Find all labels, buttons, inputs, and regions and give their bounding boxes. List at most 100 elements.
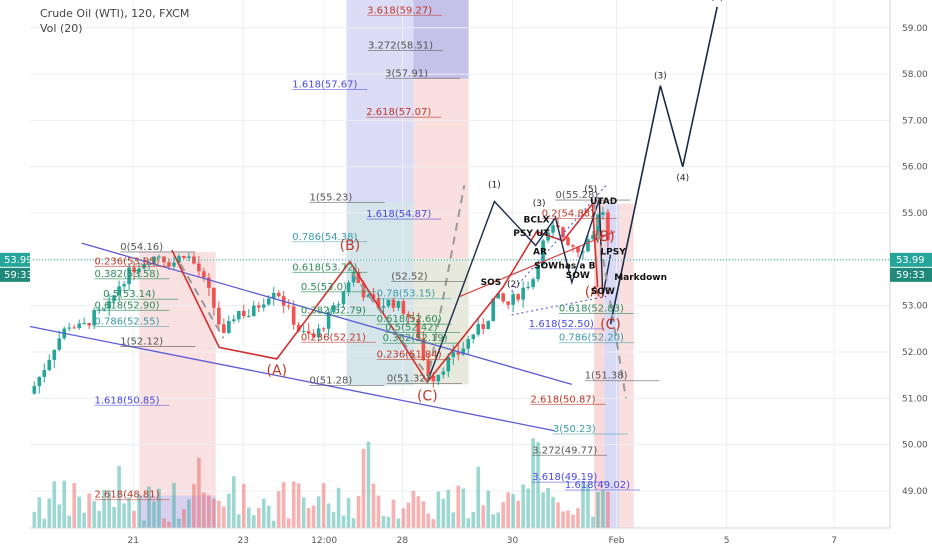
volume-bar: [566, 510, 570, 528]
symbol-title[interactable]: Crude Oil (WTI), 120, FXCM: [40, 7, 190, 20]
x-tick-label: 7: [831, 536, 837, 546]
volume-bar: [456, 485, 461, 528]
candle-body: [606, 212, 610, 241]
candle-body: [541, 240, 545, 265]
candle-body: [526, 287, 530, 289]
volume-bar: [491, 514, 495, 528]
dashed-swing-4: [593, 203, 627, 399]
fib-level-label: 0.618(52.83): [559, 304, 624, 315]
candle-body: [536, 264, 540, 280]
fib-level-label: 0.618(53.72): [292, 262, 357, 273]
volume-bar: [147, 486, 151, 528]
candle-body: [341, 291, 346, 305]
candle-body: [466, 339, 471, 349]
volume-bar: [167, 521, 171, 528]
volume-bar: [526, 488, 530, 528]
volume-bar: [496, 512, 500, 528]
candle-body: [266, 298, 271, 305]
volume-bar: [571, 514, 575, 528]
volume-bar: [232, 476, 236, 528]
volume-bar: [107, 490, 111, 528]
x-tick-label: Feb: [609, 536, 625, 546]
volume-bar: [606, 491, 610, 528]
fib-level-label: 0.236(51.84): [377, 349, 442, 360]
volume-bar: [546, 487, 550, 528]
volume-bars: [32, 438, 610, 528]
countdown-badge: [890, 267, 932, 282]
candle-body: [571, 245, 575, 247]
volume-bar: [336, 487, 341, 528]
volume-bar: [326, 503, 331, 528]
y-tick-label: 53.00: [902, 302, 928, 312]
volume-bar: [411, 490, 416, 528]
candle-body: [381, 306, 386, 308]
candle-body: [227, 320, 231, 333]
fib-zone: [139, 495, 216, 528]
dashed-swing-1: [179, 263, 225, 339]
left-price-badge: [0, 252, 30, 267]
volume-bar: [476, 466, 481, 528]
volume-bar: [536, 442, 540, 528]
volume-bar: [192, 484, 196, 528]
candle-body: [37, 376, 42, 387]
volume-bar: [521, 484, 525, 528]
fib-level-label: 3.272(49.77): [532, 445, 597, 456]
candle-body: [451, 351, 456, 358]
drawings: [29, 6, 890, 501]
volume-bar: [581, 481, 585, 528]
candle-body: [212, 287, 216, 308]
candle-body: [172, 262, 176, 267]
candle-body: [296, 324, 301, 332]
fib-level-label: 1.618(49.02): [565, 480, 630, 491]
volume-bar: [62, 480, 67, 528]
volume-bar: [222, 506, 226, 528]
volume-bar: [576, 508, 580, 528]
candle-body: [486, 321, 491, 330]
volume-indicator-label[interactable]: Vol (20): [40, 22, 83, 35]
abc-wave-label: (A): [267, 363, 288, 379]
volume-bar: [296, 483, 301, 528]
volume-bar: [556, 502, 560, 528]
fib-level-label: 0.786(52.55): [95, 317, 160, 328]
impulse-wave-label: (1): [488, 181, 501, 191]
volume-bar: [381, 515, 386, 528]
candle-body: [471, 334, 476, 340]
fib-level-label: 1.618(50.85): [95, 395, 160, 406]
dotted-channel-upper: [511, 184, 607, 293]
candle-body: [321, 328, 326, 330]
candle-body: [32, 386, 37, 394]
candle-body: [441, 371, 446, 375]
candle-body: [306, 331, 311, 334]
fib-zone: [619, 203, 634, 528]
candle-body: [481, 324, 486, 330]
abc-wave-label: (C): [417, 389, 438, 405]
fib-level-label: 0.5(52.42): [385, 323, 437, 334]
candle-body: [286, 305, 291, 307]
candle-body: [122, 284, 126, 287]
candle-body: [361, 282, 366, 298]
candle-body: [601, 212, 605, 215]
fib-level-label: 3.618(59.27): [367, 5, 432, 16]
candle-body: [546, 232, 550, 241]
volume-bar: [207, 495, 211, 528]
abc-wave-label: (B): [340, 238, 361, 254]
candle-body: [501, 293, 505, 302]
volume-bar: [227, 493, 231, 528]
candle-body: [316, 328, 321, 338]
volume-bar: [212, 498, 216, 528]
fib-level-label: 0.78(53.15): [377, 289, 436, 300]
fib-level-label: 0.236(52.21): [301, 332, 366, 343]
volume-bar: [286, 518, 291, 528]
volume-bar: [401, 508, 406, 528]
volume-bar: [217, 500, 221, 528]
channel-lower-line: [29, 325, 555, 432]
candle-body: [132, 267, 136, 273]
volume-bar: [77, 496, 81, 528]
fib-level-label: 0(54.16): [120, 242, 163, 253]
fib-zone: [413, 0, 469, 79]
chart-legend: Crude Oil (WTI), 120, FXCM Vol (20): [40, 6, 189, 36]
candle-body: [127, 267, 131, 285]
candle-body: [207, 277, 211, 288]
